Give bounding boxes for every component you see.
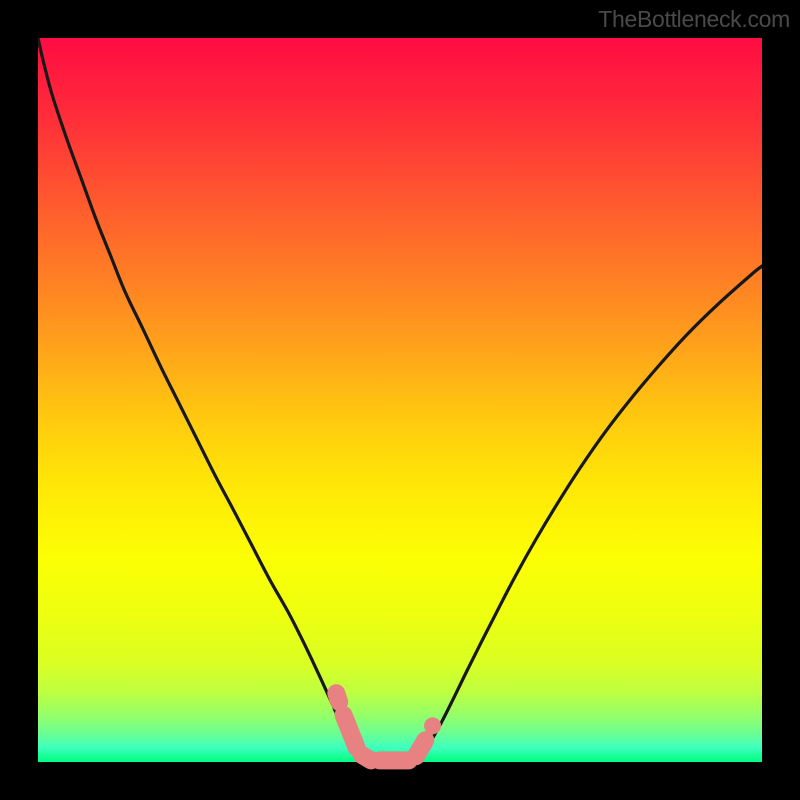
gradient-background: [38, 38, 762, 762]
valley-segment: [416, 740, 425, 756]
chart-frame: TheBottleneck.com: [0, 0, 800, 800]
watermark-text: TheBottleneck.com: [598, 6, 790, 33]
valley-segment: [336, 693, 339, 702]
valley-segment: [344, 715, 357, 748]
valley-segment: [362, 755, 371, 761]
valley-dot: [424, 717, 441, 734]
chart-svg: [0, 0, 800, 800]
